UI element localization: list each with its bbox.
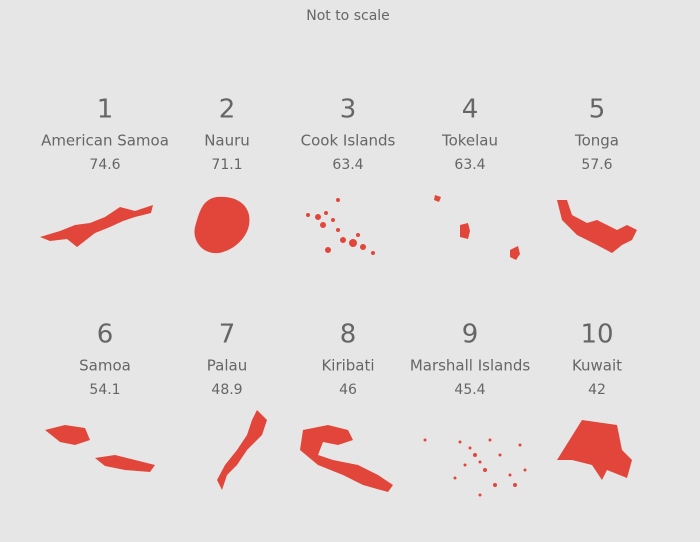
value: 54.1 (89, 382, 120, 398)
country-item: 1 American Samoa 74.6 (40, 95, 169, 247)
country-item: 5 Tonga 57.6 (557, 95, 637, 253)
rank: 1 (97, 95, 114, 125)
country-shape (423, 438, 527, 497)
value: 63.4 (454, 157, 485, 173)
rank: 4 (462, 95, 479, 125)
country-shape (557, 420, 632, 480)
country-item: 9 Marshall Islands 45.4 (410, 320, 531, 497)
country-name: Marshall Islands (410, 357, 531, 375)
value: 45.4 (454, 382, 485, 398)
country-name: American Samoa (41, 132, 169, 150)
country-item: 10 Kuwait 42 (557, 320, 632, 480)
country-shape (300, 425, 393, 492)
rank: 8 (340, 320, 357, 350)
country-item: 6 Samoa 54.1 (45, 320, 155, 472)
rank: 7 (219, 320, 236, 350)
country-shape (194, 196, 250, 254)
rank: 3 (340, 95, 357, 125)
country-shape (557, 200, 637, 253)
value: 63.4 (332, 157, 363, 173)
value: 74.6 (89, 157, 120, 173)
country-item: 4 Tokelau 63.4 (434, 95, 520, 260)
country-shape (45, 425, 155, 472)
country-name: Tokelau (441, 132, 498, 150)
country-shape (40, 205, 153, 247)
country-shape (306, 198, 375, 255)
country-shape (434, 195, 520, 260)
value: 57.6 (581, 157, 612, 173)
rank: 5 (589, 95, 606, 125)
rank: 9 (462, 320, 479, 350)
value: 46 (339, 382, 357, 398)
country-name: Kiribati (321, 357, 374, 375)
country-name: Palau (207, 357, 247, 375)
country-item: 8 Kiribati 46 (300, 320, 393, 492)
subtitle: Not to scale (306, 8, 390, 24)
country-name: Tonga (574, 132, 619, 150)
rank: 2 (219, 95, 236, 125)
country-item: 3 Cook Islands 63.4 (301, 95, 396, 255)
country-shape (217, 410, 267, 490)
country-name: Kuwait (572, 357, 622, 375)
value: 42 (588, 382, 606, 398)
country-name: Cook Islands (301, 132, 396, 150)
rank: 6 (97, 320, 114, 350)
rank: 10 (580, 320, 613, 350)
country-name: Samoa (79, 357, 131, 375)
country-item: 7 Palau 48.9 (207, 320, 267, 490)
country-name: Nauru (204, 132, 250, 150)
country-item: 2 Nauru 71.1 (194, 95, 250, 254)
value: 71.1 (211, 157, 242, 173)
value: 48.9 (211, 382, 242, 398)
